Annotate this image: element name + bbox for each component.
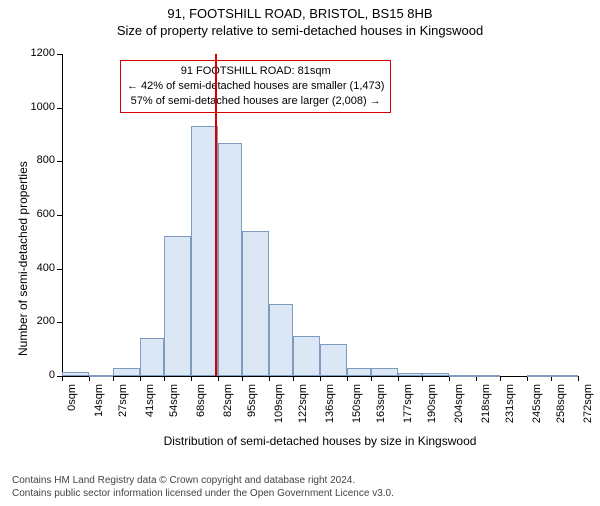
annotation-box: 91 FOOTSHILL ROAD: 81sqm ← 42% of semi-d… <box>120 60 391 113</box>
histogram-bar <box>371 368 398 376</box>
x-tick-mark <box>347 376 348 381</box>
x-tick-label: 68sqm <box>195 384 207 434</box>
x-tick-label: 95sqm <box>246 384 258 434</box>
x-tick-mark <box>140 376 141 381</box>
x-tick-label: 177sqm <box>402 384 414 434</box>
histogram-bar <box>476 375 501 377</box>
histogram-bar <box>140 338 165 376</box>
y-tick-label: 1200 <box>17 47 55 59</box>
histogram-bar <box>293 336 320 376</box>
histogram-bar <box>113 368 140 376</box>
chart-subtitle: Size of property relative to semi-detach… <box>0 23 600 38</box>
x-tick-label: 245sqm <box>531 384 543 434</box>
chart-container: 91, FOOTSHILL ROAD, BRISTOL, BS15 8HB Si… <box>0 6 600 506</box>
x-tick-mark <box>164 376 165 381</box>
histogram-bar <box>218 143 243 376</box>
x-tick-label: 231sqm <box>504 384 516 434</box>
footer: Contains HM Land Registry data © Crown c… <box>12 474 394 500</box>
histogram-bar <box>422 373 449 376</box>
y-tick-label: 600 <box>17 208 55 220</box>
histogram-bar <box>164 236 191 376</box>
y-tick-label: 800 <box>17 154 55 166</box>
x-tick-mark <box>320 376 321 381</box>
x-tick-mark <box>62 376 63 381</box>
x-tick-mark <box>500 376 501 381</box>
x-tick-mark <box>422 376 423 381</box>
y-tick-mark <box>57 269 62 270</box>
histogram-bar <box>449 375 476 377</box>
histogram-bar <box>191 126 218 376</box>
y-tick-mark <box>57 215 62 216</box>
footer-line1: Contains HM Land Registry data © Crown c… <box>12 474 394 487</box>
x-tick-label: 136sqm <box>324 384 336 434</box>
x-tick-label: 82sqm <box>222 384 234 434</box>
y-tick-label: 200 <box>17 315 55 327</box>
histogram-bar <box>320 344 347 376</box>
x-tick-label: 272sqm <box>582 384 594 434</box>
x-tick-mark <box>269 376 270 381</box>
y-tick-mark <box>57 322 62 323</box>
x-tick-mark <box>218 376 219 381</box>
y-tick-label: 400 <box>17 262 55 274</box>
x-tick-label: 54sqm <box>168 384 180 434</box>
x-tick-mark <box>476 376 477 381</box>
marker-line <box>215 54 217 376</box>
x-tick-mark <box>242 376 243 381</box>
annotation-line2: ← 42% of semi-detached houses are smalle… <box>127 79 384 94</box>
x-tick-label: 0sqm <box>66 384 78 434</box>
x-tick-mark <box>89 376 90 381</box>
histogram-bar <box>551 375 578 377</box>
y-tick-mark <box>57 161 62 162</box>
x-tick-label: 27sqm <box>117 384 129 434</box>
x-tick-mark <box>449 376 450 381</box>
y-tick-label: 0 <box>17 369 55 381</box>
y-tick-label: 1000 <box>17 101 55 113</box>
histogram-bar <box>269 304 294 376</box>
histogram-bar <box>62 372 89 376</box>
x-tick-label: 41sqm <box>144 384 156 434</box>
x-axis-label: Distribution of semi-detached houses by … <box>62 434 578 448</box>
x-tick-label: 109sqm <box>273 384 285 434</box>
x-tick-label: 122sqm <box>297 384 309 434</box>
histogram-bar <box>89 375 114 377</box>
x-tick-mark <box>527 376 528 381</box>
footer-line2: Contains public sector information licen… <box>12 487 394 500</box>
x-tick-label: 14sqm <box>93 384 105 434</box>
annotation-line3: 57% of semi-detached houses are larger (… <box>127 94 384 109</box>
x-tick-label: 150sqm <box>351 384 363 434</box>
x-tick-mark <box>113 376 114 381</box>
x-tick-label: 190sqm <box>426 384 438 434</box>
y-tick-mark <box>57 108 62 109</box>
histogram-bar <box>242 231 269 376</box>
x-tick-mark <box>578 376 579 381</box>
x-tick-label: 204sqm <box>453 384 465 434</box>
x-tick-label: 258sqm <box>555 384 567 434</box>
y-tick-mark <box>57 54 62 55</box>
chart-title: 91, FOOTSHILL ROAD, BRISTOL, BS15 8HB <box>0 6 600 21</box>
x-tick-mark <box>371 376 372 381</box>
x-tick-mark <box>551 376 552 381</box>
x-tick-mark <box>191 376 192 381</box>
histogram-bar <box>398 373 423 376</box>
annotation-line1: 91 FOOTSHILL ROAD: 81sqm <box>127 64 384 79</box>
histogram-bar <box>347 368 372 376</box>
x-tick-label: 218sqm <box>480 384 492 434</box>
x-tick-label: 163sqm <box>375 384 387 434</box>
histogram-bar <box>527 375 552 377</box>
x-tick-mark <box>398 376 399 381</box>
x-tick-mark <box>293 376 294 381</box>
